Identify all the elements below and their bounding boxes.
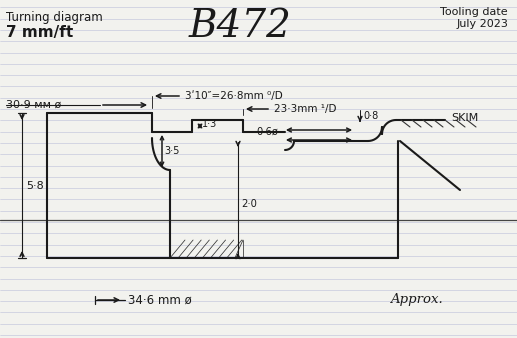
Text: 5·8: 5·8: [26, 181, 44, 191]
Text: B472: B472: [189, 8, 292, 45]
Text: Tooling date: Tooling date: [440, 7, 508, 17]
Text: 0·8: 0·8: [363, 111, 378, 121]
Text: 3·5: 3·5: [164, 146, 179, 156]
Text: 23·3mm ¹/D: 23·3mm ¹/D: [274, 104, 337, 114]
Text: 34·6 mm ø: 34·6 mm ø: [128, 293, 192, 307]
Text: 1·3: 1·3: [202, 119, 217, 129]
Text: 0·6ø: 0·6ø: [256, 127, 278, 137]
Text: Turning diagram: Turning diagram: [6, 11, 103, 24]
Text: July 2023: July 2023: [456, 19, 508, 29]
Text: 2·0: 2·0: [241, 199, 257, 209]
Text: Approx.: Approx.: [390, 293, 443, 307]
Text: 30·9 мм ø: 30·9 мм ø: [6, 100, 61, 110]
Text: 3ʹ10″=26·8mm ⁰/D: 3ʹ10″=26·8mm ⁰/D: [185, 91, 283, 101]
Text: 7 mm/ft: 7 mm/ft: [6, 25, 73, 40]
Text: SKIM: SKIM: [451, 113, 478, 123]
